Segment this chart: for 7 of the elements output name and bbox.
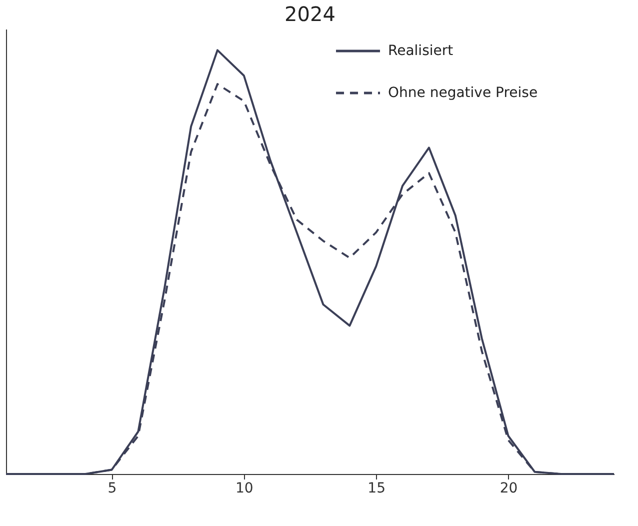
x-tick-label: 10	[236, 480, 254, 496]
x-tick-label: 5	[108, 480, 117, 496]
x-tick-label: 15	[368, 480, 386, 496]
chart-title: 2024	[284, 2, 336, 26]
x-tick-label: 20	[500, 480, 518, 496]
legend-label: Realisiert	[388, 43, 454, 59]
legend-label: Ohne negative Preise	[388, 85, 538, 101]
